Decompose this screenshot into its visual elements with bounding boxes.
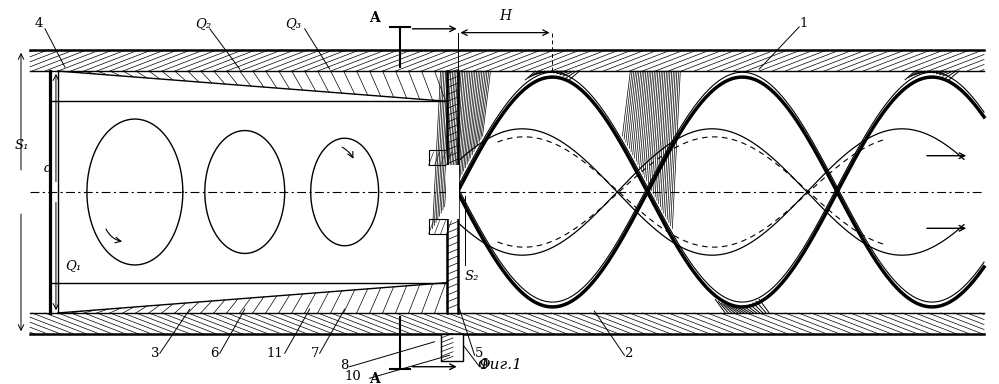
Bar	[447, 71, 458, 313]
Text: 11: 11	[267, 347, 283, 360]
Text: S₂: S₂	[465, 270, 480, 283]
Text: Q₁: Q₁	[65, 259, 81, 272]
Text: 9: 9	[480, 359, 489, 372]
Bar	[442, 334, 463, 361]
Text: S₁: S₁	[15, 139, 30, 152]
Text: 5: 5	[475, 347, 483, 360]
Text: Q₃: Q₃	[285, 17, 301, 30]
Text: Q₂: Q₂	[195, 17, 211, 30]
Bar	[446, 166, 459, 218]
Text: 2: 2	[624, 347, 632, 360]
Text: A: A	[370, 11, 380, 25]
Text: H: H	[499, 9, 511, 23]
Text: Фиг.1: Фиг.1	[478, 359, 521, 372]
Text: A: A	[370, 372, 380, 384]
Text: 1: 1	[799, 17, 807, 30]
Bar	[429, 218, 447, 234]
Text: 7: 7	[311, 347, 319, 360]
Text: 3: 3	[151, 347, 159, 360]
Bar	[30, 50, 984, 71]
Bar	[429, 150, 447, 166]
Bar	[30, 313, 984, 334]
Text: 10: 10	[345, 370, 362, 383]
Text: d: d	[43, 162, 52, 175]
Text: 4: 4	[35, 17, 43, 30]
Text: 8: 8	[340, 359, 348, 372]
Text: 6: 6	[211, 347, 219, 360]
